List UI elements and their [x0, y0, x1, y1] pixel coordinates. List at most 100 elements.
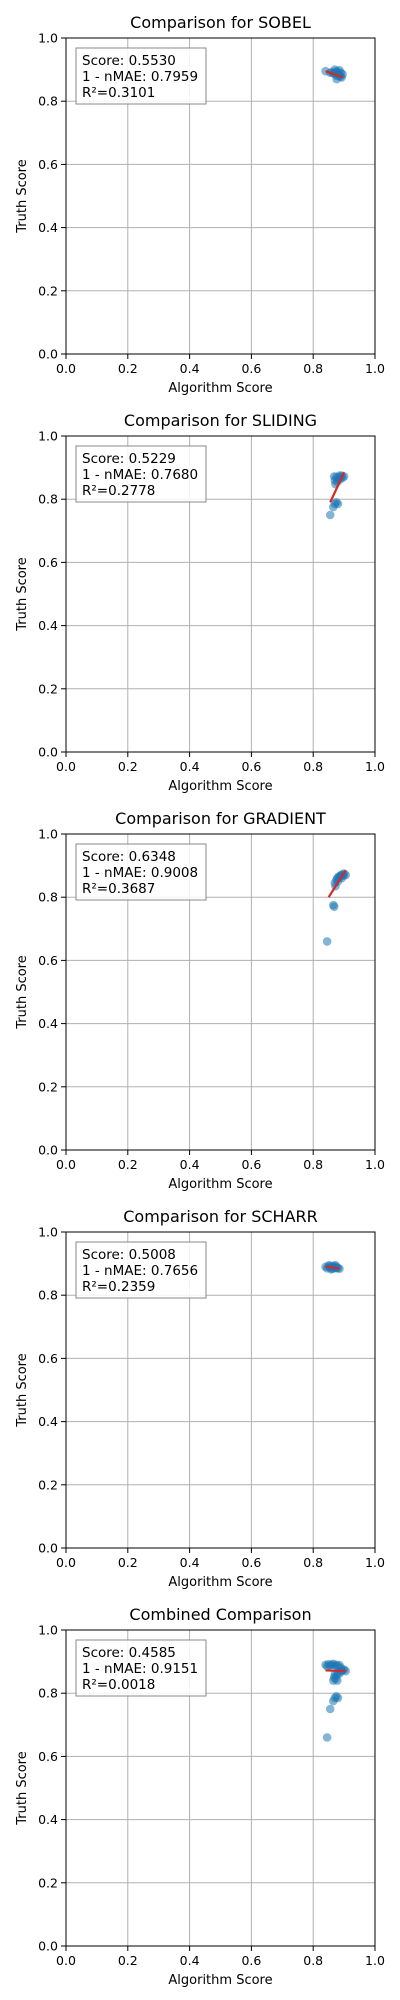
- x-tick-label: 0.4: [180, 759, 200, 774]
- y-axis-label: Truth Score: [15, 1751, 30, 1826]
- x-tick-label: 0.0: [56, 1555, 76, 1570]
- y-tick-label: 0.8: [38, 1288, 58, 1303]
- y-tick-label: 0.8: [38, 1686, 58, 1701]
- stat-line: R²=0.0018: [82, 1677, 155, 1693]
- fit-line: [327, 869, 347, 898]
- y-tick-label: 0.0: [38, 347, 58, 362]
- chart-title: Comparison for SCHARR: [123, 1207, 318, 1226]
- y-tick-label: 0.2: [38, 1477, 58, 1492]
- stats-box-border: [75, 1639, 207, 1697]
- stat-line: R²=0.3687: [82, 881, 155, 897]
- chart-title: Comparison for SLIDING: [124, 411, 317, 430]
- y-tick-label: 0.6: [38, 555, 58, 570]
- scatter-point: [333, 499, 343, 509]
- scatter-point: [322, 1733, 332, 1742]
- axes-frame: [65, 1629, 376, 1947]
- y-tick-label: 0.2: [38, 283, 58, 298]
- scatter-point: [325, 510, 335, 520]
- scatter-point: [333, 1693, 343, 1703]
- x-tick-label: 0.8: [303, 759, 323, 774]
- x-tick-label: 0.4: [180, 1953, 200, 1968]
- x-axis-label: Algorithm Score: [168, 381, 272, 396]
- fit-line: [325, 70, 343, 79]
- scatter-points: [322, 869, 350, 946]
- x-axis-label: Algorithm Score: [168, 1177, 272, 1192]
- y-tick-label: 0.0: [38, 1541, 58, 1556]
- y-tick-label: 0.2: [38, 1875, 58, 1890]
- x-tick-label: 1.0: [365, 1157, 385, 1172]
- scatter-points: [321, 1659, 350, 1742]
- x-tick-label: 0.2: [118, 1555, 138, 1570]
- chart-title: Comparison for SOBEL: [130, 13, 311, 32]
- axes-frame: [65, 435, 376, 753]
- y-tick-label: 0.4: [38, 618, 58, 633]
- stat-line: R²=0.3101: [82, 85, 155, 101]
- y-tick-label: 1.0: [38, 827, 58, 842]
- fit-line: [329, 471, 346, 503]
- x-tick-label: 0.8: [303, 1157, 323, 1172]
- y-tick-label: 1.0: [38, 429, 58, 444]
- stat-line: R²=0.2359: [82, 1279, 155, 1295]
- y-tick-label: 0.6: [38, 1749, 58, 1764]
- y-tick-label: 0.4: [38, 1414, 58, 1429]
- y-axis-label: Truth Score: [15, 1353, 30, 1428]
- y-tick-label: 0.2: [38, 681, 58, 696]
- stat-line: 1 - nMAE: 0.7656: [82, 1263, 198, 1279]
- chart-title: Combined Comparison: [129, 1605, 311, 1624]
- stat-line: R²=0.2778: [82, 483, 155, 499]
- axes-frame: [65, 37, 376, 355]
- x-tick-label: 1.0: [365, 361, 385, 376]
- y-axis-label: Truth Score: [15, 557, 30, 632]
- stat-line: Score: 0.5229: [82, 451, 176, 467]
- y-tick-label: 0.0: [38, 1939, 58, 1954]
- y-tick-label: 0.8: [38, 492, 58, 507]
- fit-line: [325, 1265, 340, 1270]
- stat-line: 1 - nMAE: 0.7680: [82, 467, 198, 483]
- scatter-point: [335, 65, 344, 75]
- stat-line: 1 - nMAE: 0.9008: [82, 865, 198, 881]
- chart-title: Comparison for GRADIENT: [115, 809, 326, 828]
- x-tick-label: 0.0: [56, 1953, 76, 1968]
- x-tick-label: 0.8: [303, 361, 323, 376]
- y-tick-label: 0.6: [38, 1351, 58, 1366]
- y-axis-label: Truth Score: [15, 955, 30, 1030]
- x-tick-label: 0.4: [180, 1555, 200, 1570]
- scatter-point: [325, 1704, 335, 1714]
- x-tick-label: 0.2: [118, 1157, 138, 1172]
- x-tick-label: 0.8: [303, 1555, 323, 1570]
- x-tick-label: 0.4: [180, 1157, 200, 1172]
- fit-line: [325, 1669, 346, 1673]
- x-tick-label: 1.0: [365, 1555, 385, 1570]
- scatter-point: [328, 1676, 338, 1685]
- x-tick-label: 0.0: [56, 361, 76, 376]
- x-tick-label: 1.0: [365, 1953, 385, 1968]
- x-tick-label: 0.2: [118, 759, 138, 774]
- x-tick-label: 0.6: [241, 1555, 261, 1570]
- y-tick-label: 0.6: [38, 157, 58, 172]
- y-tick-label: 0.4: [38, 1016, 58, 1031]
- x-tick-label: 0.6: [241, 361, 261, 376]
- stats-box-border: [75, 1241, 207, 1299]
- x-tick-label: 0.6: [241, 1953, 261, 1968]
- scatter-point: [329, 902, 339, 911]
- stat-line: Score: 0.6348: [82, 849, 176, 865]
- x-tick-label: 0.2: [118, 1953, 138, 1968]
- x-axis-label: Algorithm Score: [168, 1575, 272, 1590]
- y-tick-label: 0.4: [38, 220, 58, 235]
- y-tick-label: 1.0: [38, 1623, 58, 1638]
- y-tick-label: 0.0: [38, 745, 58, 760]
- x-tick-label: 0.8: [303, 1953, 323, 1968]
- x-axis-label: Algorithm Score: [168, 779, 272, 794]
- stats-box-border: [75, 445, 207, 503]
- stat-line: 1 - nMAE: 0.7959: [82, 69, 198, 85]
- stat-line: Score: 0.4585: [82, 1645, 176, 1661]
- y-tick-label: 0.8: [38, 94, 58, 109]
- axes-frame: [65, 833, 376, 1151]
- scatter-point: [329, 472, 339, 481]
